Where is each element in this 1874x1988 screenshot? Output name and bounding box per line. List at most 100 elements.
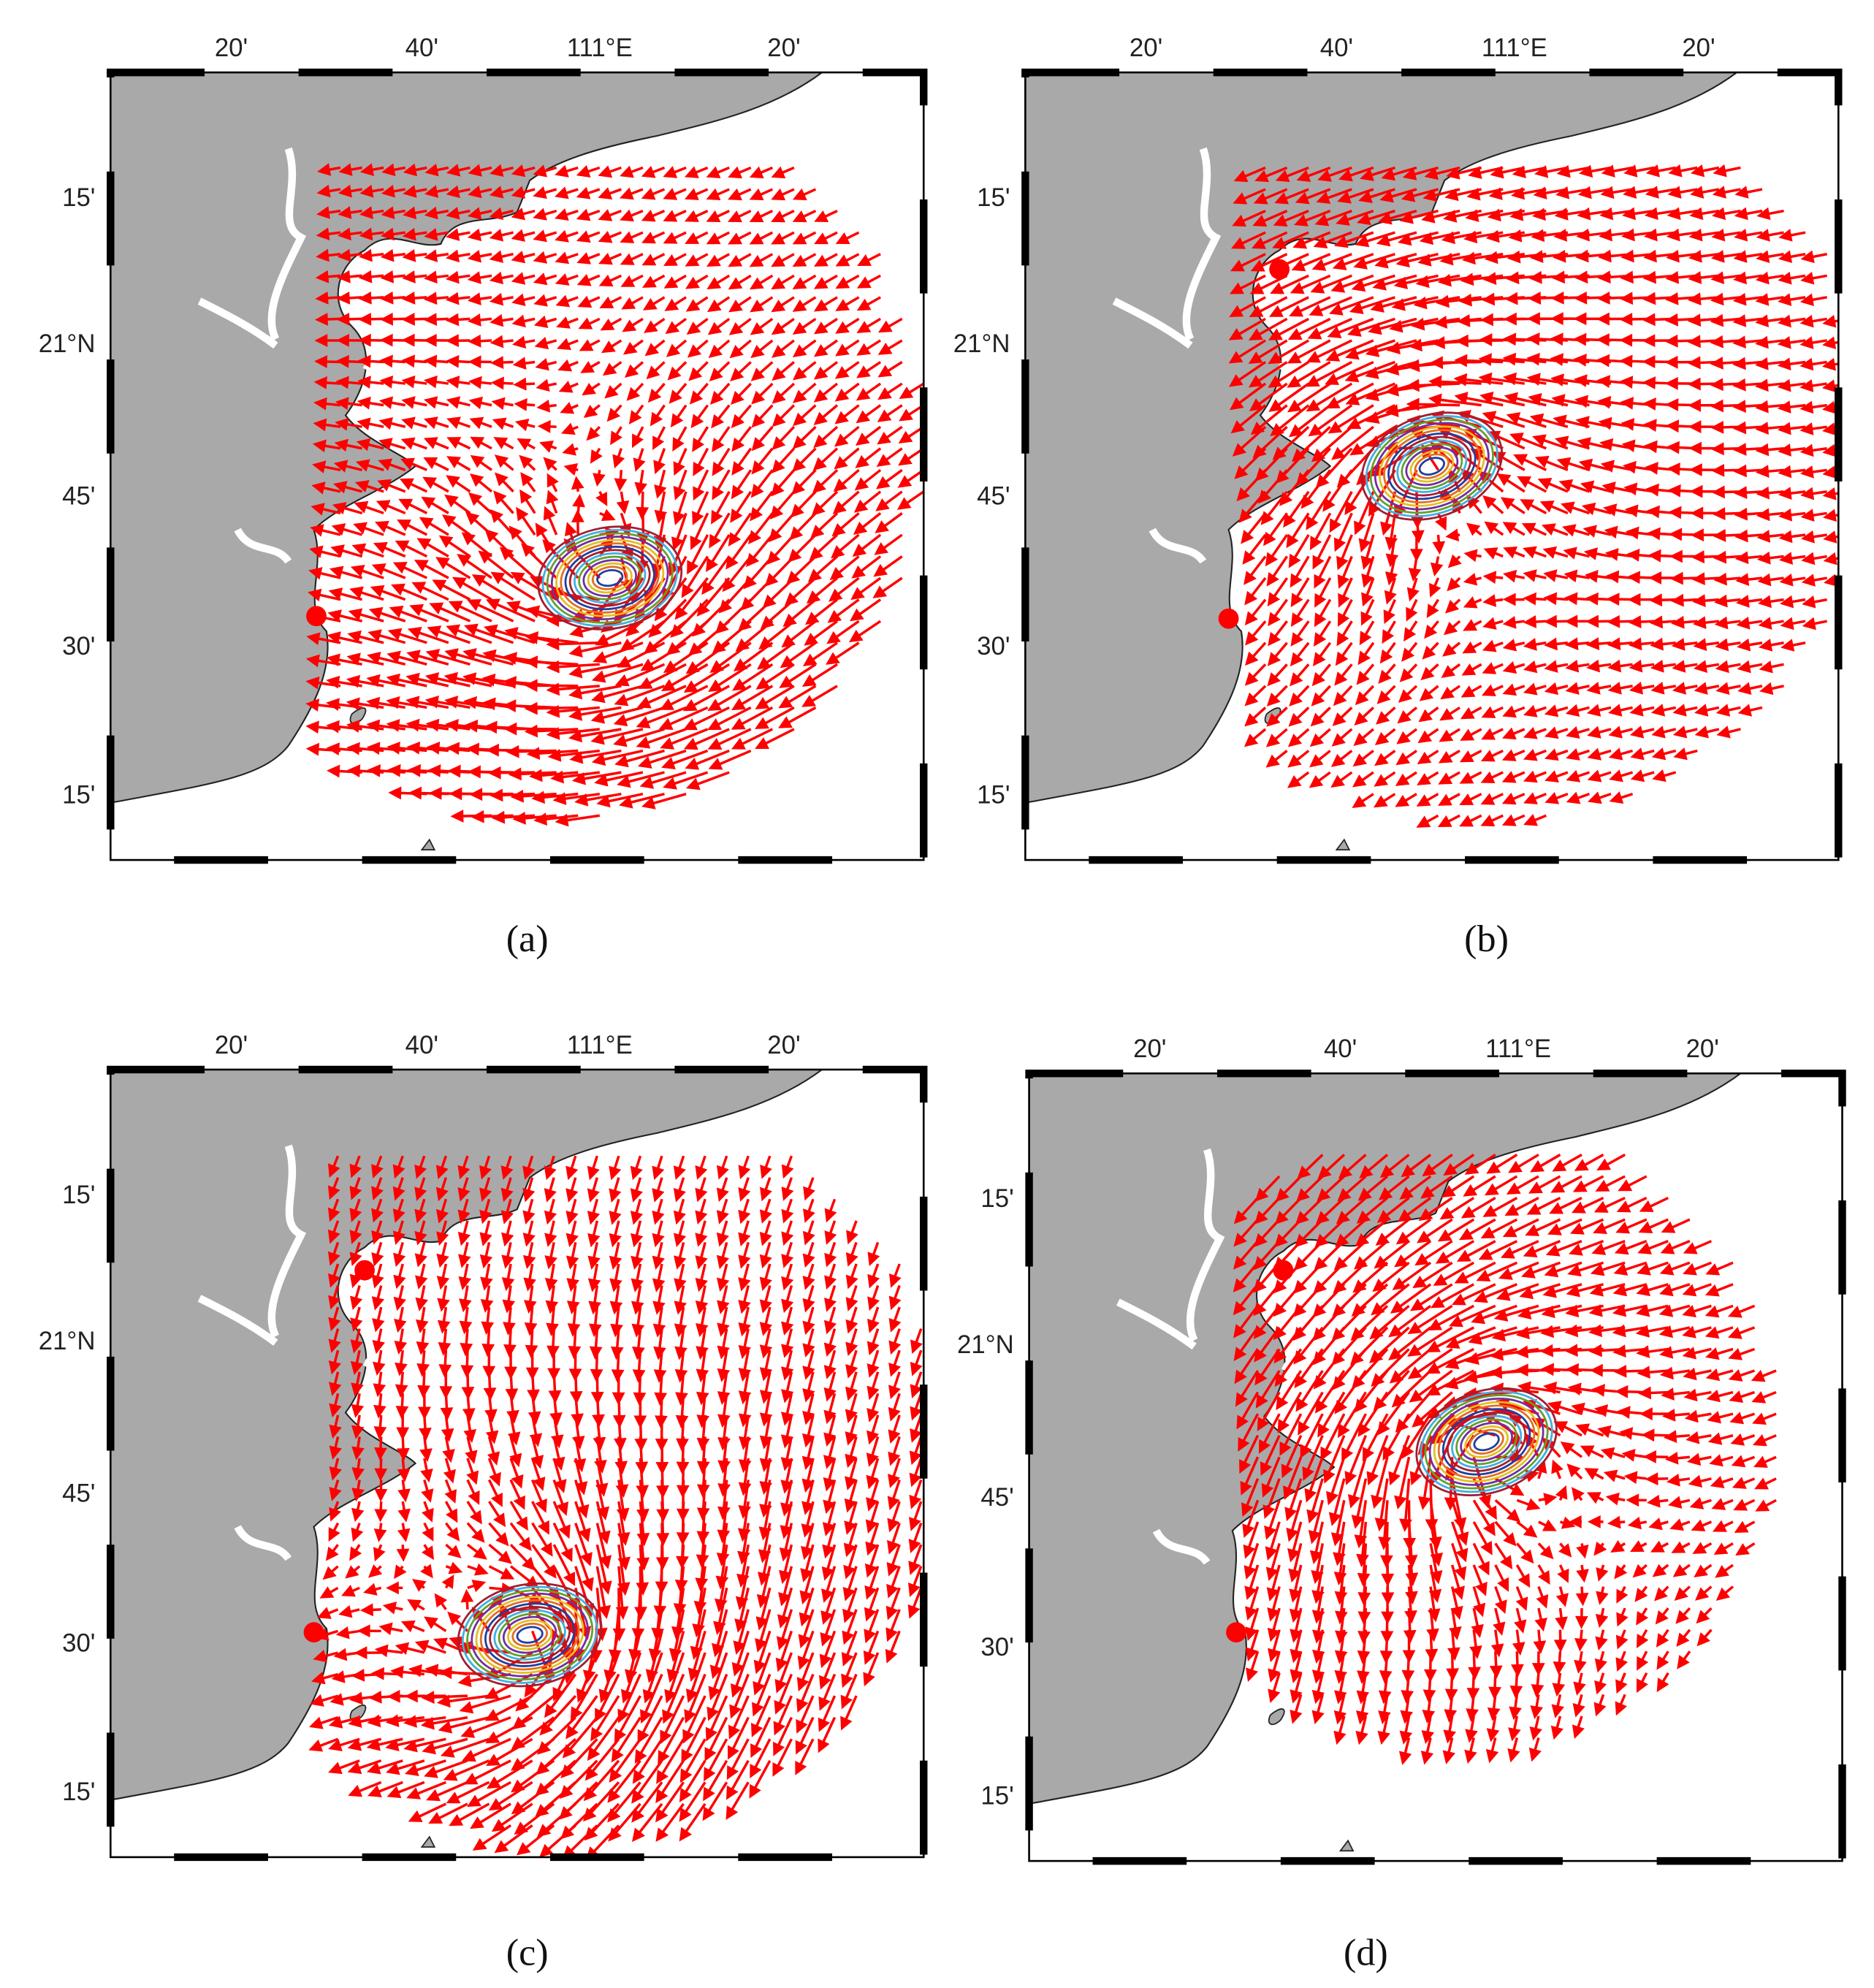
current-arrow xyxy=(1409,534,1423,563)
current-arrow xyxy=(642,274,666,288)
current-arrow xyxy=(521,543,557,579)
current-arrow xyxy=(1571,1487,1585,1501)
current-arrow xyxy=(1800,272,1827,285)
current-arrow xyxy=(734,1587,750,1633)
current-arrow xyxy=(1545,1240,1582,1257)
current-arrow xyxy=(755,663,795,690)
current-arrow xyxy=(552,1544,576,1586)
station-dot xyxy=(306,606,327,627)
current-arrow xyxy=(1262,1478,1281,1519)
current-arrow xyxy=(705,1695,728,1742)
current-arrow xyxy=(1449,1304,1496,1328)
current-arrow xyxy=(1615,1218,1648,1234)
current-arrow xyxy=(1407,1326,1453,1357)
current-arrow xyxy=(1308,404,1353,437)
current-arrow xyxy=(749,253,774,267)
current-arrow xyxy=(634,470,647,496)
current-arrow xyxy=(359,227,384,241)
current-arrow xyxy=(908,1544,923,1575)
current-arrow xyxy=(555,164,579,178)
current-arrow xyxy=(1502,616,1526,629)
current-arrow xyxy=(1634,1585,1648,1602)
current-arrow xyxy=(1566,791,1591,804)
y-axis-label: 15' xyxy=(62,1778,95,1806)
current-arrow xyxy=(1241,1478,1260,1517)
trajectory xyxy=(502,1615,557,1654)
current-arrow xyxy=(659,685,709,710)
current-arrow xyxy=(1265,1542,1281,1582)
current-arrow xyxy=(757,1544,772,1586)
current-arrow xyxy=(1544,748,1569,761)
current-arrow xyxy=(1359,1154,1389,1178)
current-arrow xyxy=(716,1241,730,1270)
current-arrow xyxy=(874,533,903,555)
current-arrow xyxy=(468,185,492,199)
current-arrow xyxy=(1573,1672,1586,1696)
current-arrow xyxy=(1482,662,1504,674)
map-content xyxy=(110,1069,923,1857)
current-arrow xyxy=(490,571,536,601)
current-arrow xyxy=(329,1479,342,1501)
current-arrow xyxy=(1241,512,1267,544)
current-arrow xyxy=(824,1220,837,1245)
current-arrow xyxy=(420,1715,468,1730)
current-arrow xyxy=(1515,1326,1561,1340)
current-arrow xyxy=(1538,1519,1557,1531)
current-arrow xyxy=(845,1263,858,1290)
current-arrow xyxy=(641,792,687,810)
current-arrow xyxy=(1288,534,1310,568)
trajectory xyxy=(546,532,674,624)
current-arrow xyxy=(823,1479,837,1515)
current-arrow xyxy=(658,1716,685,1765)
current-arrow xyxy=(1777,314,1806,328)
current-arrow xyxy=(328,1285,341,1310)
current-arrow xyxy=(652,1242,665,1270)
current-arrow xyxy=(1464,1153,1496,1175)
current-arrow xyxy=(821,1544,837,1581)
current-arrow xyxy=(1233,1326,1260,1362)
current-arrow xyxy=(396,1545,410,1562)
current-arrow xyxy=(620,231,644,243)
station-dot xyxy=(1218,608,1239,629)
current-arrow xyxy=(1523,792,1547,804)
current-arrow xyxy=(1287,1521,1303,1563)
current-arrow xyxy=(673,469,687,500)
current-arrow xyxy=(1752,1434,1777,1447)
current-arrow xyxy=(587,1177,600,1203)
current-arrow xyxy=(1300,1413,1324,1459)
current-arrow xyxy=(1379,641,1396,664)
current-arrow xyxy=(750,361,774,381)
current-arrow xyxy=(695,1220,708,1247)
current-arrow xyxy=(663,274,687,289)
current-arrow xyxy=(373,1544,386,1562)
current-arrow xyxy=(780,1393,794,1426)
current-arrow xyxy=(402,227,427,241)
current-arrow xyxy=(1734,229,1763,242)
current-arrow xyxy=(1732,314,1763,327)
current-arrow xyxy=(1622,207,1655,221)
current-arrow xyxy=(725,1759,750,1800)
current-arrow xyxy=(1329,296,1374,316)
current-arrow xyxy=(1420,1737,1434,1765)
current-arrow xyxy=(1799,400,1827,414)
current-arrow xyxy=(531,1479,547,1513)
current-arrow xyxy=(345,1565,361,1579)
current-arrow xyxy=(731,426,753,452)
current-arrow xyxy=(801,1501,815,1538)
current-arrow xyxy=(1714,594,1741,608)
current-arrow xyxy=(490,509,514,536)
current-arrow xyxy=(1478,353,1525,366)
current-arrow xyxy=(824,1263,837,1290)
current-arrow xyxy=(1268,339,1310,365)
current-arrow xyxy=(607,1759,641,1803)
current-arrow xyxy=(845,1306,858,1334)
current-arrow xyxy=(436,1263,450,1290)
current-arrow xyxy=(655,1781,685,1823)
current-arrow xyxy=(814,210,838,223)
current-arrow xyxy=(1637,1386,1669,1400)
current-arrow xyxy=(712,447,731,476)
current-arrow xyxy=(1417,253,1460,267)
current-arrow xyxy=(574,1479,590,1519)
trajectory xyxy=(1396,439,1468,493)
current-arrow xyxy=(1336,534,1353,571)
